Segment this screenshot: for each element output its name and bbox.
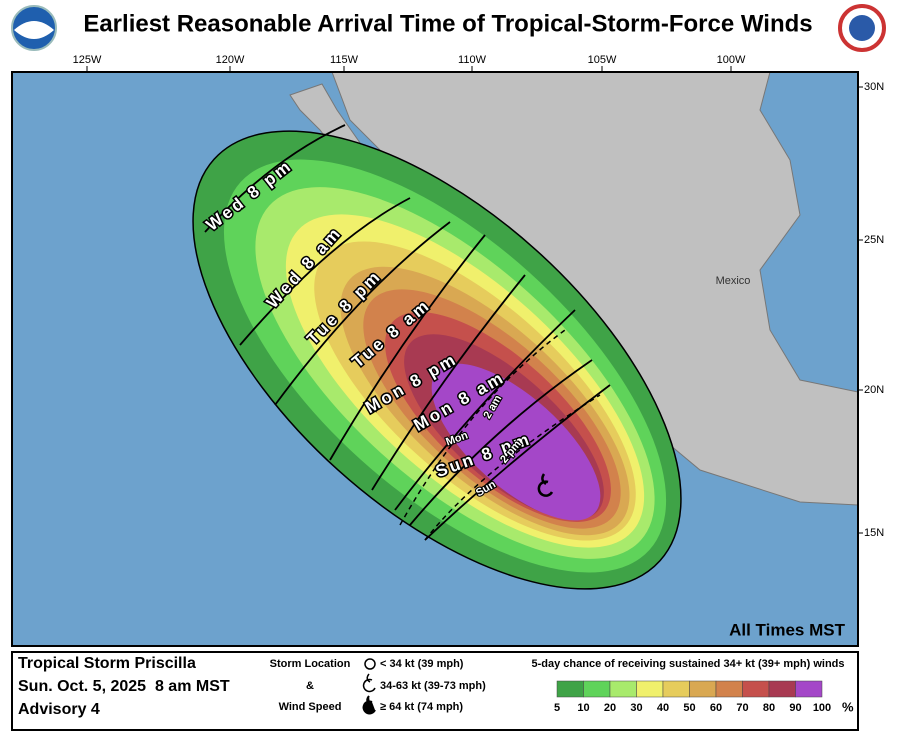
- lat-label: 25N: [864, 234, 884, 246]
- lat-label: 15N: [864, 527, 884, 539]
- legend-label: 50: [683, 702, 695, 714]
- legend-swatch: [583, 680, 611, 698]
- lat-label: 30N: [864, 81, 884, 93]
- key-title: Wind Speed: [279, 701, 342, 713]
- storm-name: Tropical Storm Priscilla: [18, 655, 196, 672]
- legend-label: 60: [710, 702, 722, 714]
- key-title: &: [306, 680, 314, 692]
- lon-label: 110W: [458, 54, 487, 66]
- legend-label: 80: [763, 702, 775, 714]
- legend-swatch: [609, 680, 637, 698]
- legend-label: 5: [554, 702, 560, 714]
- lon-label: 120W: [216, 54, 245, 66]
- storm-symbol: [537, 473, 554, 497]
- legend-swatch: [689, 680, 717, 698]
- lat-label: 20N: [864, 384, 884, 396]
- key-item: < 34 kt (39 mph): [380, 658, 464, 670]
- country-label: Mexico: [716, 275, 751, 287]
- map-frame: [11, 71, 859, 647]
- key-item: ≥ 64 kt (74 mph): [380, 701, 463, 713]
- legend-label: 40: [657, 702, 669, 714]
- legend-title: 5-day chance of receiving sustained 34+ …: [532, 658, 845, 670]
- probability-band: [431, 363, 601, 521]
- legend-label: 100: [813, 702, 831, 714]
- title: Earliest Reasonable Arrival Time of Trop…: [83, 10, 812, 37]
- advisory-datetime: Sun. Oct. 5, 2025 8 am MST: [18, 678, 230, 695]
- arrival-lines-dashed: [399, 329, 601, 541]
- lon-label: 115W: [330, 54, 359, 66]
- legend-swatch: [662, 680, 690, 698]
- key-item: 34-63 kt (39-73 mph): [380, 680, 486, 692]
- symbol-ts: [362, 673, 376, 693]
- legend-unit: %: [842, 699, 854, 714]
- legend-swatch: [715, 680, 743, 698]
- legend-swatch: [636, 680, 664, 698]
- key-title: Storm Location: [270, 658, 351, 670]
- symbol-weak: [364, 658, 376, 670]
- legend-label: 70: [736, 702, 748, 714]
- lon-label: 100W: [717, 54, 746, 66]
- legend-swatch: [556, 680, 584, 698]
- noaa-logo-bird: [14, 21, 54, 39]
- note: All Times MST: [729, 620, 845, 639]
- legend-label: 90: [789, 702, 801, 714]
- lon-label: 105W: [588, 54, 617, 66]
- advisory-number: Advisory 4: [18, 701, 100, 718]
- lon-label: 125W: [73, 54, 102, 66]
- nws-logo-center: [849, 15, 875, 41]
- legend-swatch: [768, 680, 796, 698]
- legend-label: 30: [630, 702, 642, 714]
- legend-swatch: [742, 680, 770, 698]
- symbol-hurricane: [362, 695, 376, 715]
- legend-label: 20: [604, 702, 616, 714]
- legend-label: 10: [577, 702, 589, 714]
- legend-swatch: [795, 680, 823, 698]
